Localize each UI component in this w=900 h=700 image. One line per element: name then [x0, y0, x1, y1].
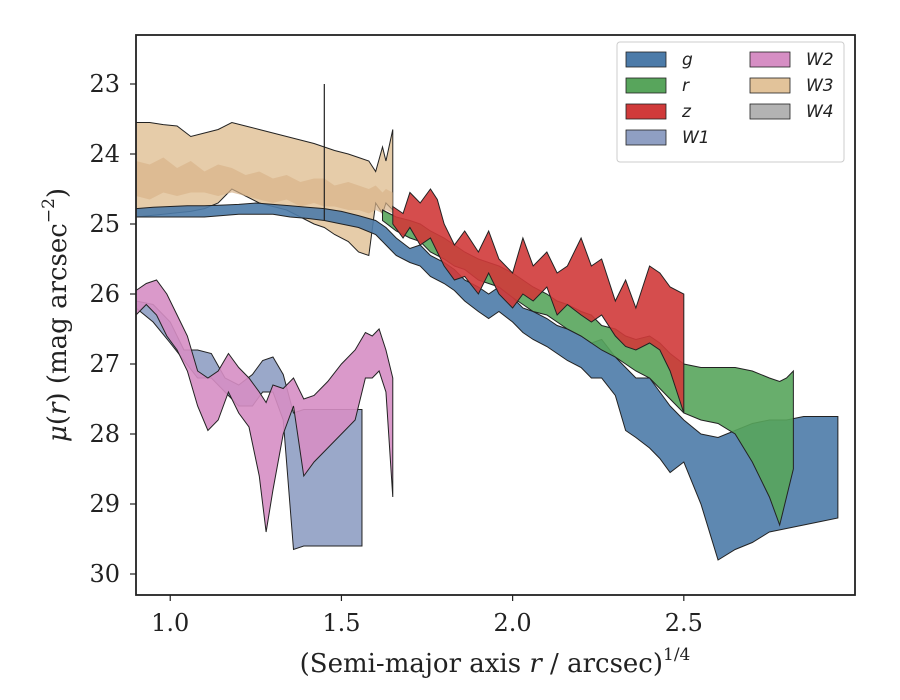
- y-tick-label: 27: [89, 350, 120, 378]
- legend-label-g: g: [682, 50, 693, 70]
- legend-label-W2: W2: [806, 50, 834, 70]
- x-axis-ticks: 1.0 1.5 2.0 2.5: [151, 595, 703, 637]
- x-tick-label: 1.5: [322, 609, 360, 637]
- legend-swatch-g: [625, 51, 667, 68]
- legend-box: [616, 41, 845, 163]
- legend-label-W1: W1: [682, 128, 710, 148]
- area-W2: [135, 279, 394, 533]
- legend-swatch-W1: [625, 129, 667, 146]
- y-tick-label: 26: [89, 280, 120, 308]
- area-z: [392, 188, 685, 414]
- legend-swatch-W3: [749, 77, 791, 94]
- series-areas: [135, 121, 839, 561]
- legend-label-r: r: [682, 76, 690, 96]
- legend-swatch-W2: [749, 51, 791, 68]
- y-axis-ticks: 23 24 25 26 27 28 29 30: [89, 70, 136, 588]
- y-tick-label: 28: [89, 420, 120, 448]
- y-tick-label: 23: [89, 70, 120, 98]
- legend-label-z: z: [681, 102, 692, 122]
- legend-swatch-r: [625, 77, 667, 94]
- x-tick-label: 2.0: [494, 609, 532, 637]
- legend-swatch-W4: [749, 103, 791, 120]
- y-axis-label: μ(r) (mag arcsec−2): [39, 188, 73, 442]
- plot-frame: [135, 34, 856, 596]
- y-tick-label: 24: [89, 140, 120, 168]
- legend-swatch-z: [625, 103, 667, 120]
- legend-label-W4: W4: [806, 102, 834, 122]
- legend: grz W1 W2 W3 W4: [616, 41, 845, 163]
- y-tick-label: 30: [89, 560, 120, 588]
- area-g: [135, 202, 839, 561]
- x-axis-label: (Semi-major axis r / arcsec)1/4: [300, 645, 691, 679]
- x-tick-label: 2.5: [665, 609, 703, 637]
- y-tick-label: 29: [89, 490, 120, 518]
- x-tick-label: 1.0: [151, 609, 189, 637]
- legend-label-W3: W3: [806, 76, 834, 96]
- area-W3-inner: [136, 157, 393, 214]
- y-tick-label: 25: [89, 210, 120, 238]
